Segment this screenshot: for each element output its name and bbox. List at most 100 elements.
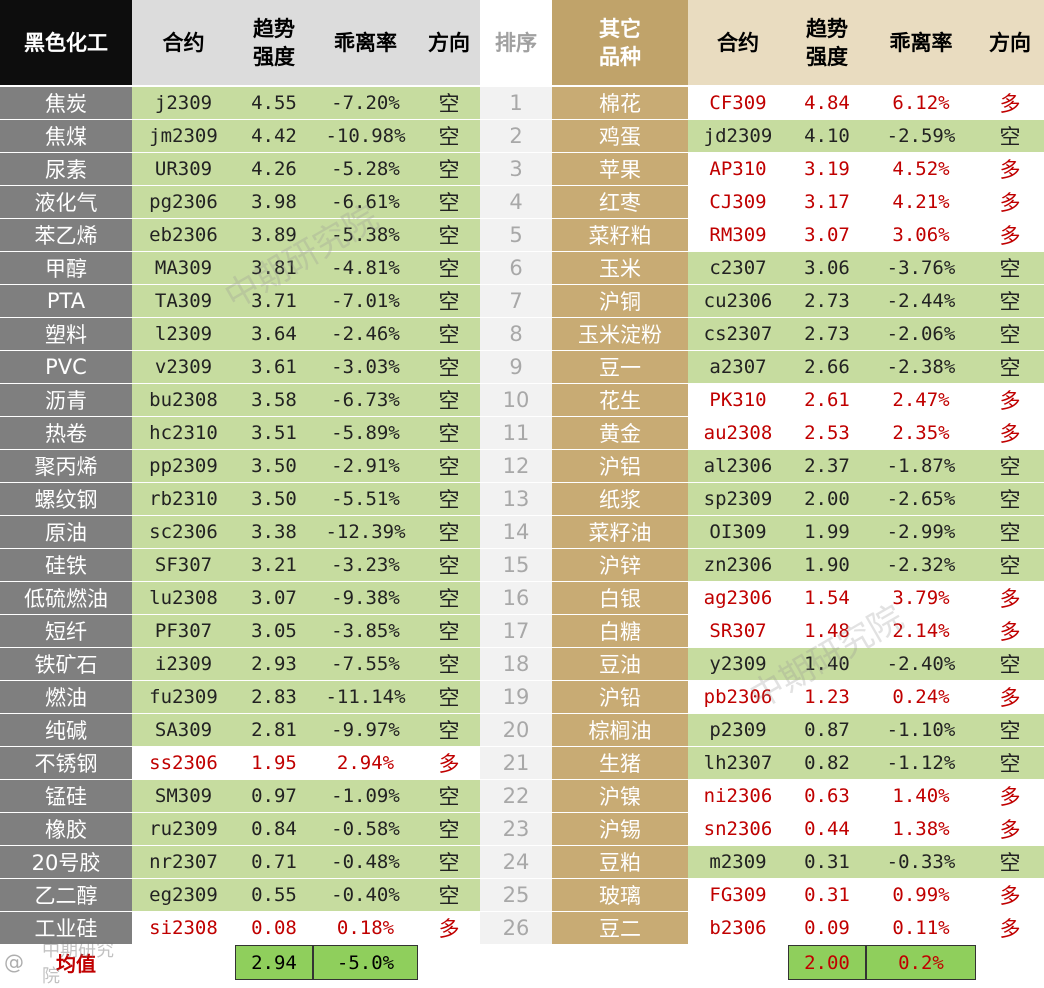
left-strength: 3.71 [235, 285, 313, 318]
right-deviation: 4.21% [866, 186, 976, 219]
left-commodity-name: 尿素 [0, 153, 132, 186]
right-contract: cu2306 [688, 285, 788, 318]
left-contract: UR309 [132, 153, 235, 186]
rank-number: 14 [480, 516, 552, 549]
right-deviation: 1.40% [866, 780, 976, 813]
right-direction: 空 [976, 285, 1044, 318]
right-strength: 0.44 [788, 813, 866, 846]
table-row: 硅铁 SF307 3.21 -3.23% 空 15 沪锌 zn2306 1.90 -2.32% 空 [0, 549, 1044, 582]
left-contract: ru2309 [132, 813, 235, 846]
table-row: 燃油 fu2309 2.83 -11.14% 空 19 沪铅 pb2306 1.23 0.24% 多 [0, 681, 1044, 714]
left-direction: 空 [418, 648, 480, 681]
left-contract: j2309 [132, 87, 235, 120]
left-commodity-name: 焦煤 [0, 120, 132, 153]
header-contract-left: 合约 [132, 0, 235, 85]
right-commodity-name: 鸡蛋 [552, 120, 688, 153]
left-direction: 空 [418, 714, 480, 747]
right-strength: 1.48 [788, 615, 866, 648]
rank-number: 11 [480, 417, 552, 450]
left-deviation: -0.48% [313, 846, 418, 879]
rank-number: 4 [480, 186, 552, 219]
right-strength: 3.06 [788, 252, 866, 285]
table-row: 甲醇 MA309 3.81 -4.81% 空 6 玉米 c2307 3.06 -3.76% 空 [0, 252, 1044, 285]
right-contract: p2309 [688, 714, 788, 747]
left-commodity-name: 焦炭 [0, 87, 132, 120]
header-contract-right: 合约 [688, 0, 788, 85]
table-row: 纯碱 SA309 2.81 -9.97% 空 20 棕榈油 p2309 0.87 -1.10% 空 [0, 714, 1044, 747]
right-strength: 2.73 [788, 285, 866, 318]
rank-number: 10 [480, 384, 552, 417]
right-direction: 多 [976, 681, 1044, 714]
rank-number: 8 [480, 318, 552, 351]
right-direction: 多 [976, 813, 1044, 846]
left-deviation: -5.89% [313, 417, 418, 450]
right-commodity-name: 红枣 [552, 186, 688, 219]
left-direction: 空 [418, 582, 480, 615]
left-contract: hc2310 [132, 417, 235, 450]
right-deviation: 1.38% [866, 813, 976, 846]
right-commodity-name: 生猪 [552, 747, 688, 780]
right-contract: pb2306 [688, 681, 788, 714]
corner-watermark-text: 中期研究院 [42, 939, 114, 987]
table-row: 工业硅 si2308 0.08 0.18% 多 26 豆二 b2306 0.09 0.11% 多 [0, 912, 1044, 945]
left-strength: 3.50 [235, 450, 313, 483]
left-direction: 空 [418, 615, 480, 648]
right-strength: 0.31 [788, 846, 866, 879]
left-contract: fu2309 [132, 681, 235, 714]
left-deviation: -0.40% [313, 879, 418, 912]
header-deviation-right: 乖离率 [866, 0, 976, 85]
left-direction: 空 [418, 846, 480, 879]
right-commodity-name: 棉花 [552, 87, 688, 120]
left-contract: jm2309 [132, 120, 235, 153]
table-row: 低硫燃油 lu2308 3.07 -9.38% 空 16 白银 ag2306 1.54 3.79%… [0, 582, 1044, 615]
right-direction: 多 [976, 219, 1044, 252]
right-contract: AP310 [688, 153, 788, 186]
right-commodity-name: 沪铜 [552, 285, 688, 318]
right-direction: 空 [976, 747, 1044, 780]
table-row: PTA TA309 3.71 -7.01% 空 7 沪铜 cu2306 2.73 -2.44% 空 [0, 285, 1044, 318]
table-row: 焦煤 jm2309 4.42 -10.98% 空 2 鸡蛋 jd2309 4.10 -2.59% 空 [0, 120, 1044, 153]
summary-right-strength: 2.00 [788, 945, 866, 980]
left-strength: 3.98 [235, 186, 313, 219]
right-strength: 0.31 [788, 879, 866, 912]
left-commodity-name: PVC [0, 351, 132, 384]
right-direction: 多 [976, 615, 1044, 648]
right-commodity-name: 玉米淀粉 [552, 318, 688, 351]
left-commodity-name: 螺纹钢 [0, 483, 132, 516]
right-deviation: 6.12% [866, 87, 976, 120]
table-row: 沥青 bu2308 3.58 -6.73% 空 10 花生 PK310 2.61 2.47% 多 [0, 384, 1044, 417]
left-contract: pp2309 [132, 450, 235, 483]
right-contract: PK310 [688, 384, 788, 417]
right-direction: 空 [976, 120, 1044, 153]
table-row: 不锈钢 ss2306 1.95 2.94% 多 21 生猪 lh2307 0.82 -1.12% 空 [0, 747, 1044, 780]
left-commodity-name: PTA [0, 285, 132, 318]
right-commodity-name: 豆粕 [552, 846, 688, 879]
table-row: 苯乙烯 eb2306 3.89 -5.38% 空 5 菜籽粕 RM309 3.07 3.06% 多 [0, 219, 1044, 252]
left-strength: 0.71 [235, 846, 313, 879]
left-contract: lu2308 [132, 582, 235, 615]
left-commodity-name: 橡胶 [0, 813, 132, 846]
right-strength: 1.54 [788, 582, 866, 615]
header-strength-left: 趋势 强度 [235, 0, 313, 85]
table-row: 铁矿石 i2309 2.93 -7.55% 空 18 豆油 y2309 1.40 -2.40% 空 [0, 648, 1044, 681]
right-deviation: -2.40% [866, 648, 976, 681]
summary-left-strength: 2.94 [235, 945, 313, 980]
left-strength: 2.81 [235, 714, 313, 747]
left-deviation: -1.09% [313, 780, 418, 813]
right-deviation: -2.59% [866, 120, 976, 153]
summary-label: 均值 [56, 952, 96, 976]
rank-number: 3 [480, 153, 552, 186]
right-strength: 4.10 [788, 120, 866, 153]
rank-number: 25 [480, 879, 552, 912]
right-deviation: -2.06% [866, 318, 976, 351]
right-deviation: -2.65% [866, 483, 976, 516]
left-contract: l2309 [132, 318, 235, 351]
right-deviation: -2.44% [866, 285, 976, 318]
right-deviation: -2.38% [866, 351, 976, 384]
right-strength: 2.53 [788, 417, 866, 450]
rank-number: 16 [480, 582, 552, 615]
right-contract: sn2306 [688, 813, 788, 846]
right-strength: 0.63 [788, 780, 866, 813]
left-direction: 空 [418, 780, 480, 813]
right-strength: 1.90 [788, 549, 866, 582]
